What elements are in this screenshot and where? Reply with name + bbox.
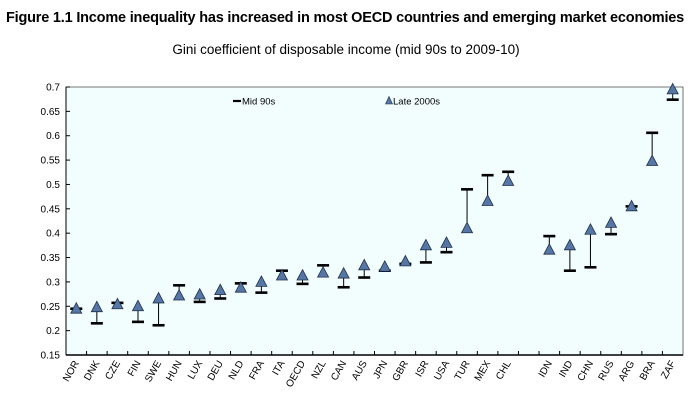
late2000s-marker xyxy=(399,254,412,267)
y-tick-label: 0.55 xyxy=(41,156,61,167)
y-tick-label: 0.6 xyxy=(46,131,60,142)
x-tick-label: ISR xyxy=(414,359,432,379)
late2000s-marker xyxy=(214,283,227,296)
x-tick-label: RUS xyxy=(597,359,617,383)
x-tick-label: SWE xyxy=(143,359,164,385)
late2000s-marker xyxy=(604,216,618,228)
late2000s-marker xyxy=(563,238,577,251)
x-tick-label: HUN xyxy=(164,359,184,383)
x-tick-label: FIN xyxy=(126,359,144,378)
x-tick-label: TUR xyxy=(453,359,473,382)
late2000s-marker xyxy=(296,268,309,281)
x-tick-label: CHL xyxy=(494,359,514,382)
x-tick-label: NLD xyxy=(227,359,247,382)
late2000s-marker xyxy=(275,268,289,281)
x-tick-label: AUS xyxy=(350,359,370,383)
x-tick-label: GBR xyxy=(391,359,411,383)
x-tick-label: CAN xyxy=(329,359,349,383)
x-tick-label: LUX xyxy=(186,359,205,382)
figure-title: Figure 1.1 Income inequality has increas… xyxy=(6,10,685,26)
y-tick-label: 0.4 xyxy=(46,229,60,240)
y-tick-label: 0.15 xyxy=(41,351,61,362)
late2000s-marker xyxy=(172,288,186,301)
y-tick-label: 0.2 xyxy=(46,326,60,337)
late2000s-marker xyxy=(419,238,433,251)
data-marks xyxy=(70,82,679,327)
x-tick-label: ARG xyxy=(617,359,637,383)
x-tick-label: MEX xyxy=(473,359,494,384)
x-tick-label: ITA xyxy=(271,359,288,378)
y-tick-label: 0.65 xyxy=(41,107,61,118)
late2000s-marker xyxy=(90,300,104,313)
x-tick-label: DEU xyxy=(206,359,226,383)
y-axis: 0.15 0.2 0.25 0.3 0.35 0.4 0.45 0.5 0.55 0.6 0.65 0… xyxy=(41,83,70,362)
late2000s-marker xyxy=(584,222,597,235)
y-tick-label: 0.45 xyxy=(41,204,61,215)
legend-late2000s-label: Late 2000s xyxy=(393,97,440,108)
y-tick-label: 0.7 xyxy=(46,83,60,94)
late2000s-marker xyxy=(316,265,330,278)
x-tick-label: CZE xyxy=(103,359,123,382)
late2000s-marker xyxy=(152,291,165,304)
late2000s-marker xyxy=(625,199,638,212)
late2000s-marker xyxy=(440,236,453,248)
y-tick-label: 0.25 xyxy=(41,302,61,313)
x-tick-label: IDN xyxy=(537,359,555,379)
legend-mid90s-label: Mid 90s xyxy=(242,97,276,108)
x-tick-label: JPN xyxy=(371,359,390,381)
x-tick-label: ZAF xyxy=(659,359,678,381)
x-tick-label: OECD xyxy=(284,359,308,390)
late2000s-marker xyxy=(358,258,371,271)
late2000s-marker xyxy=(255,275,268,287)
late2000s-marker xyxy=(543,242,556,255)
chart-subtitle: Gini coefficient of disposable income (m… xyxy=(172,42,520,57)
x-tick-label: NZL xyxy=(310,359,329,381)
x-tick-label: NOR xyxy=(61,359,82,384)
y-tick-label: 0.3 xyxy=(46,277,60,288)
x-tick-label: DNK xyxy=(82,359,102,383)
legend: Mid 90s Late 2000s xyxy=(233,95,440,108)
late2000s-marker xyxy=(460,221,474,234)
x-tick-label: BRA xyxy=(638,359,658,383)
late2000s-marker xyxy=(111,297,124,310)
legend-late2000s-marker xyxy=(385,95,393,105)
x-tick-label: USA xyxy=(432,359,452,383)
late2000s-marker xyxy=(666,82,679,95)
plot-area xyxy=(65,86,684,356)
late2000s-marker xyxy=(70,301,83,314)
late2000s-marker xyxy=(502,174,515,186)
late2000s-marker xyxy=(234,280,247,293)
x-tick-label: FRA xyxy=(247,359,267,382)
late2000s-marker xyxy=(131,299,145,312)
y-tick-label: 0.35 xyxy=(41,253,61,264)
late2000s-marker xyxy=(378,260,391,272)
late2000s-marker xyxy=(645,154,659,166)
y-tick-label: 0.5 xyxy=(46,180,60,191)
x-tick-label: IND xyxy=(557,359,575,379)
late2000s-marker xyxy=(337,266,350,279)
late2000s-marker xyxy=(481,194,494,206)
x-tick-label: CHN xyxy=(576,359,596,383)
late2000s-marker xyxy=(193,287,206,300)
